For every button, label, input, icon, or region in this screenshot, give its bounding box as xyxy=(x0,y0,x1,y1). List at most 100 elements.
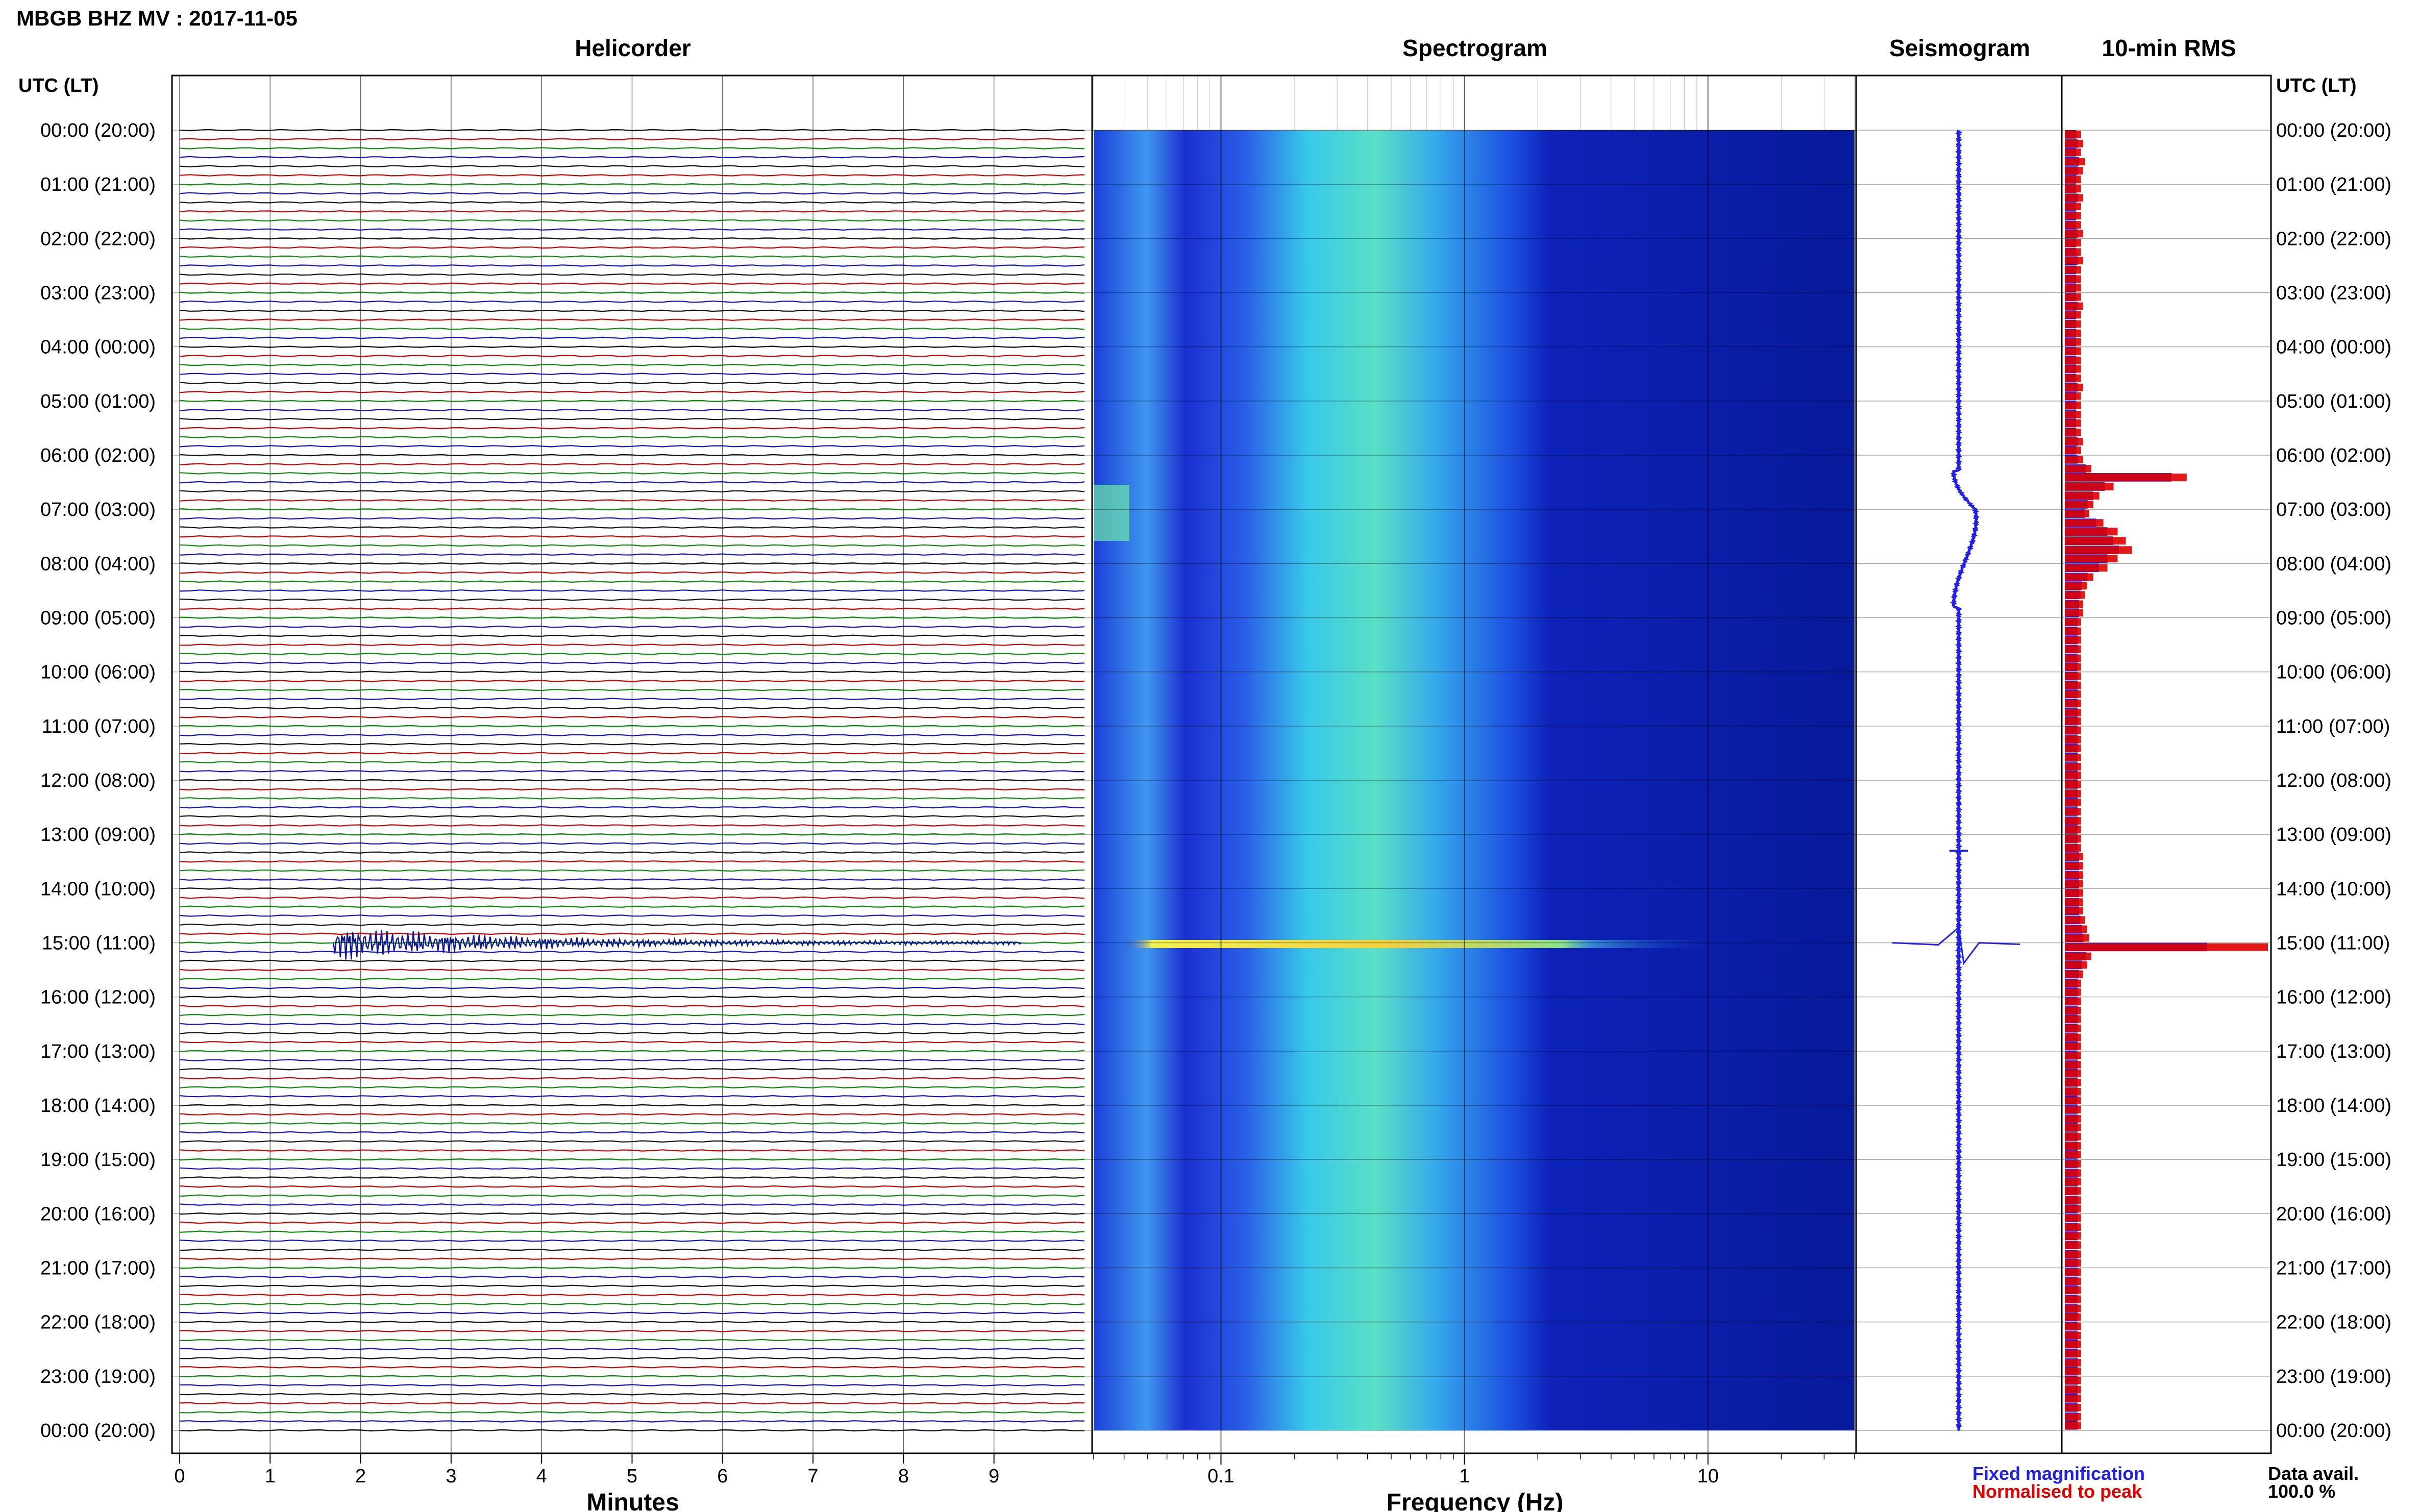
time-label-right: 09:00 (05:00) xyxy=(2276,608,2391,629)
time-label-left: 09:00 (05:00) xyxy=(40,608,156,629)
rms-bar-normalised xyxy=(2065,275,2081,283)
rms-bar-normalised xyxy=(2065,167,2083,175)
rms-bar-normalised xyxy=(2065,1196,2081,1204)
helicorder-trace xyxy=(179,273,1085,276)
helicorder-trace xyxy=(179,1023,1085,1026)
rms-bar-normalised xyxy=(2065,591,2085,599)
rms-bar-normalised xyxy=(2065,1115,2081,1123)
rms-bar-normalised xyxy=(2065,1051,2081,1059)
rms-bar-normalised xyxy=(2065,600,2083,608)
rms-bar-normalised xyxy=(2065,1015,2081,1023)
helicorder-trace xyxy=(179,996,1085,999)
time-label-left: 04:00 (00:00) xyxy=(40,337,156,358)
rms-bar-normalised xyxy=(2065,239,2081,247)
rms-bar-normalised xyxy=(2065,257,2083,265)
helicorder-trace xyxy=(179,192,1085,195)
rms-bar-normalised xyxy=(2065,880,2083,887)
rms-bar-normalised xyxy=(2065,446,2081,454)
rms-bar-normalised xyxy=(2065,221,2081,229)
rms-bar-normalised xyxy=(2065,194,2083,202)
rms-bar-normalised xyxy=(2065,501,2093,508)
time-label-right: 00:00 (20:00) xyxy=(2276,120,2391,141)
helicorder-trace xyxy=(179,959,1085,962)
helicorder-trace xyxy=(179,905,1085,908)
helicorder-trace xyxy=(179,327,1085,330)
rms-bar-normalised xyxy=(2065,383,2083,391)
minute-tick-label: 3 xyxy=(446,1466,456,1487)
helicorder-trace xyxy=(179,147,1085,150)
rms-bar-normalised xyxy=(2065,726,2081,734)
rms-bar-normalised xyxy=(2065,185,2081,192)
rms-bar-normalised xyxy=(2065,573,2093,581)
helicorder-trace xyxy=(179,355,1085,357)
helicorder-trace xyxy=(179,409,1085,411)
rms-bar-normalised xyxy=(2065,437,2083,445)
rms-bar-normalised xyxy=(2065,1295,2081,1303)
rms-frame xyxy=(2061,75,2272,1454)
helicorder-trace xyxy=(179,1294,1085,1296)
rms-bar-normalised xyxy=(2065,771,2081,779)
helicorder-trace xyxy=(179,1077,1085,1080)
helicorder-trace xyxy=(179,400,1085,403)
rms-bar-normalised xyxy=(2065,672,2081,680)
time-label-left: 12:00 (08:00) xyxy=(40,770,156,791)
rms-bar-normalised xyxy=(2065,266,2081,274)
time-label-right: 17:00 (13:00) xyxy=(2276,1041,2391,1062)
rms-bar-normalised xyxy=(2065,1142,2081,1150)
helicorder-trace xyxy=(179,544,1085,547)
helicorder-trace xyxy=(179,490,1085,493)
helicorder-trace xyxy=(179,1013,1085,1017)
rms-bar-normalised xyxy=(2065,1331,2081,1340)
helicorder-trace xyxy=(179,598,1085,601)
helicorder-trace xyxy=(179,1059,1085,1061)
helicorder-trace xyxy=(179,336,1085,339)
rms-bar-normalised xyxy=(2065,320,2081,328)
helicorder-trace xyxy=(179,932,1085,935)
minute-tick-label: 0 xyxy=(174,1466,185,1487)
time-label-right: 22:00 (18:00) xyxy=(2276,1312,2391,1333)
data-availability-label: Data avail. xyxy=(2268,1463,2359,1484)
helicorder-trace xyxy=(179,887,1085,890)
rms-bar-normalised xyxy=(2065,1160,2081,1168)
rms-bar-normalised xyxy=(2065,1421,2081,1429)
rms-bar-normalised xyxy=(2065,979,2081,987)
helicorder-trace xyxy=(179,752,1085,755)
helicorder-trace xyxy=(179,1284,1085,1287)
time-label-left: 08:00 (04:00) xyxy=(40,553,156,575)
time-label-left: 01:00 (21:00) xyxy=(40,174,156,195)
helicorder-trace xyxy=(179,1321,1085,1324)
helicorder-trace xyxy=(179,923,1085,926)
time-label-left: 18:00 (14:00) xyxy=(40,1095,156,1117)
seismogram-trace xyxy=(1950,129,1980,1431)
helicorder-trace xyxy=(179,707,1085,709)
helicorder-trace xyxy=(179,1384,1085,1386)
rms-bar-normalised xyxy=(2065,654,2081,662)
helicorder-trace xyxy=(179,373,1085,376)
rms-bar-normalised xyxy=(2065,212,2081,219)
helicorder-title: Helicorder xyxy=(575,35,691,61)
time-label-right: 04:00 (00:00) xyxy=(2276,337,2391,358)
helicorder-trace xyxy=(179,463,1085,466)
helicorder-trace xyxy=(179,797,1085,800)
time-label-left: 14:00 (10:00) xyxy=(40,878,156,900)
rms-bar-normalised xyxy=(2065,898,2083,906)
rms-bar-normalised xyxy=(2065,582,2087,590)
rms-bar-normalised xyxy=(2065,1151,2081,1158)
helicorder-trace xyxy=(180,652,1085,655)
rms-bar-normalised xyxy=(2065,609,2083,617)
spectrogram-title: Spectrogram xyxy=(1402,35,1547,61)
helicorder-trace xyxy=(179,183,1085,186)
helicorder-trace xyxy=(179,896,1085,899)
helicorder-trace xyxy=(179,210,1085,213)
helicorder-trace xyxy=(179,291,1085,294)
helicorder-trace xyxy=(179,444,1085,448)
helicorder-trace xyxy=(179,869,1085,872)
data-availability-value: 100.0 % xyxy=(2268,1481,2335,1502)
helicorder-trace xyxy=(179,1068,1085,1071)
helicorder-trace xyxy=(179,742,1085,746)
rms-bar-normalised xyxy=(2065,410,2081,418)
rms-bar-normalised xyxy=(2065,1042,2081,1050)
helicorder-trace xyxy=(179,1411,1085,1414)
helicorder-trace xyxy=(179,833,1085,836)
time-label-left: 23:00 (19:00) xyxy=(40,1366,156,1387)
